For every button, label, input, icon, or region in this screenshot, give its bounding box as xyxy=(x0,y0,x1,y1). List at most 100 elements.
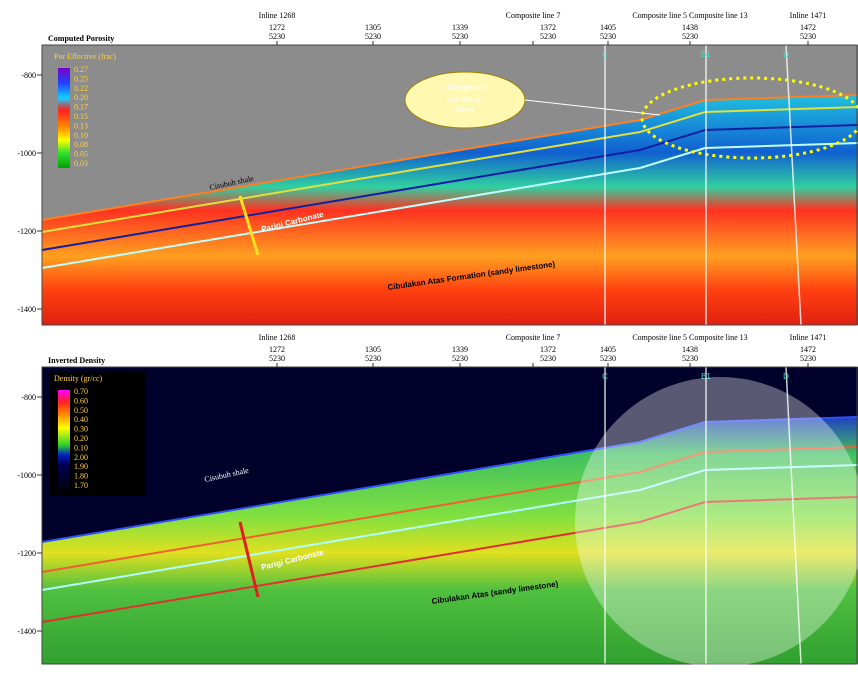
target-outline xyxy=(640,76,858,160)
legend-value: 0.08 xyxy=(74,140,88,149)
horizon xyxy=(41,124,858,251)
header-label: Inline 1268 xyxy=(259,11,296,20)
legend-title: Por Effective (frac) xyxy=(54,52,116,61)
frame xyxy=(41,366,858,665)
legend-value: 0.20 xyxy=(74,93,88,102)
depth-label: -1400 xyxy=(17,627,36,636)
horizon xyxy=(41,106,858,233)
header-label: Composite line 5 Composite line 13 xyxy=(632,11,747,20)
header-label: 5230 xyxy=(269,32,285,41)
header-label: 5230 xyxy=(600,32,616,41)
header-label: 5230 xyxy=(682,32,698,41)
header-label: 5230 xyxy=(365,354,381,363)
legend-value: 0.10 xyxy=(74,131,88,140)
header-label: 5230 xyxy=(800,354,816,363)
callout-text: Underground xyxy=(444,83,487,92)
horizon xyxy=(41,416,858,543)
header-label: Composite line 7 xyxy=(506,11,561,20)
arrow xyxy=(238,195,260,256)
depth-label: -800 xyxy=(21,393,36,402)
header-label: 1272 xyxy=(269,345,285,354)
legend-value: 0.10 xyxy=(74,443,88,452)
header-label: 5230 xyxy=(540,354,556,363)
legend-value: 1.80 xyxy=(74,472,88,481)
well-label: B1 xyxy=(701,372,711,381)
header-label: 1339 xyxy=(452,345,468,354)
horizon xyxy=(41,496,858,623)
header-label: 1438 xyxy=(682,345,698,354)
legend-value: 0.17 xyxy=(74,103,88,112)
header-label: Composite line 5 Composite line 13 xyxy=(632,333,747,342)
well-label: C xyxy=(602,50,608,59)
legend-scale xyxy=(58,68,70,168)
legend-value: 0.05 xyxy=(74,150,88,159)
panel-title: Inverted Density xyxy=(48,356,105,365)
legend-value: 0.03 xyxy=(74,159,88,168)
well-path xyxy=(785,366,802,665)
header-label: 5230 xyxy=(365,32,381,41)
legend-title: Density (gr/cc) xyxy=(54,374,103,383)
header-label: 1405 xyxy=(600,345,616,354)
depth-label: -800 xyxy=(21,71,36,80)
header-label: 1305 xyxy=(365,23,381,32)
header-label: 5230 xyxy=(800,32,816,41)
horizon xyxy=(41,446,858,573)
well-label: D xyxy=(783,50,789,59)
well-path xyxy=(785,44,802,326)
frame xyxy=(41,44,858,326)
header-label: Inline 1471 xyxy=(790,333,827,342)
legend-value: 0.60 xyxy=(74,396,88,405)
legend-value: 2.00 xyxy=(74,453,88,462)
horizon xyxy=(41,142,858,269)
legend-value: 0.27 xyxy=(74,65,88,74)
well-label: D xyxy=(783,372,789,381)
horizon xyxy=(41,464,858,591)
legend-value: 1.70 xyxy=(74,481,88,490)
legend-value: 0.25 xyxy=(74,74,88,83)
legend-value: 0.30 xyxy=(74,425,88,434)
callout-pointer xyxy=(524,99,661,116)
arrow xyxy=(238,521,260,598)
header-label: 5230 xyxy=(540,32,556,41)
header-label: 1472 xyxy=(800,345,816,354)
legend-value: 0.13 xyxy=(74,121,88,130)
highlight xyxy=(575,377,858,667)
legend-value: 0.40 xyxy=(74,415,88,424)
well-label: C xyxy=(602,372,608,381)
depth-label: -1200 xyxy=(17,227,36,236)
header-label: 1339 xyxy=(452,23,468,32)
header-label: 1272 xyxy=(269,23,285,32)
legend-value: 0.50 xyxy=(74,406,88,415)
depth-label: -1200 xyxy=(17,549,36,558)
header-label: 1438 xyxy=(682,23,698,32)
header-label: 1472 xyxy=(800,23,816,32)
callout-text: Gas storage xyxy=(446,94,484,103)
header-label: 1372 xyxy=(540,345,556,354)
header-label: Inline 1471 xyxy=(790,11,827,20)
well-label: B1 xyxy=(701,50,711,59)
header-label: 5230 xyxy=(452,32,468,41)
legend-value: 0.70 xyxy=(74,387,88,396)
legend-scale xyxy=(58,390,70,490)
rock-body xyxy=(42,417,858,664)
header-label: 5230 xyxy=(600,354,616,363)
header-label: 1405 xyxy=(600,23,616,32)
callout-text: target xyxy=(456,105,475,114)
panel-title: Computed Porosity xyxy=(48,34,114,43)
depth-label: -1000 xyxy=(17,149,36,158)
header-label: 5230 xyxy=(682,354,698,363)
legend-value: 0.20 xyxy=(74,434,88,443)
header-label: 1305 xyxy=(365,345,381,354)
header-label: Composite line 7 xyxy=(506,333,561,342)
header-label: 1372 xyxy=(540,23,556,32)
header-label: 5230 xyxy=(452,354,468,363)
horizon xyxy=(41,94,858,221)
depth-label: -1400 xyxy=(17,305,36,314)
depth-label: -1000 xyxy=(17,471,36,480)
rock-body xyxy=(42,95,858,325)
header-label: 5230 xyxy=(269,354,285,363)
legend-value: 0.22 xyxy=(74,84,88,93)
